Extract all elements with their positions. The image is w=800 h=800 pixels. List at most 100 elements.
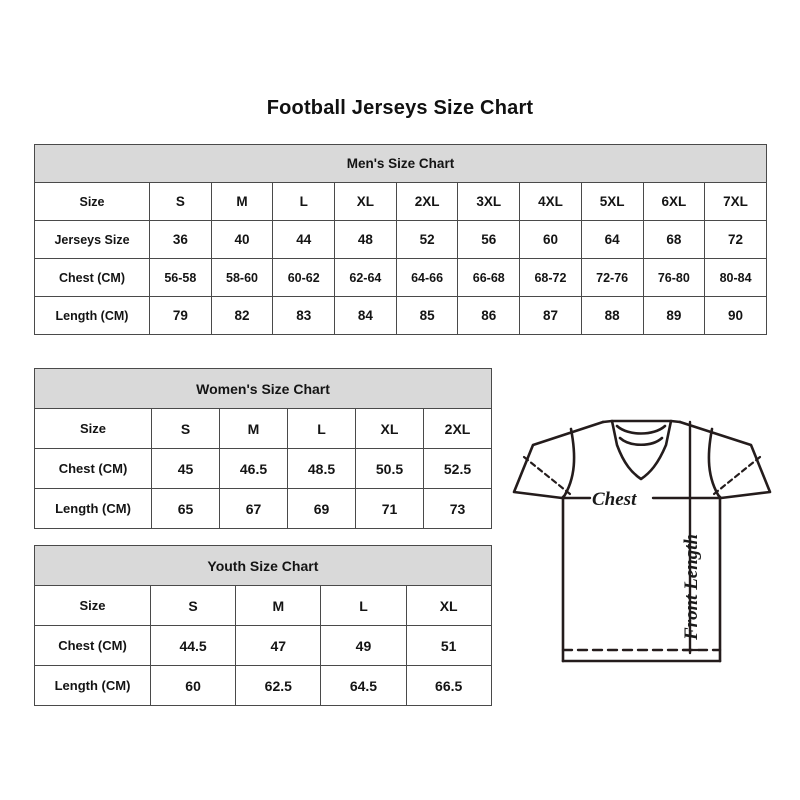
left-armhole bbox=[561, 427, 576, 500]
cell: 79 bbox=[149, 296, 212, 335]
left-cuff-dashed-line bbox=[522, 455, 572, 496]
right-cuff-dashed-line bbox=[712, 455, 762, 496]
column-header-5xl: 5XL bbox=[580, 182, 644, 221]
cell: 46.5 bbox=[219, 448, 288, 489]
cell: 66.5 bbox=[405, 665, 492, 706]
right-shoulder bbox=[669, 419, 682, 424]
cell: 66-68 bbox=[457, 258, 521, 297]
cell: 58-60 bbox=[210, 258, 274, 297]
column-header-xl: XL bbox=[355, 408, 424, 449]
table-row: Jerseys Size 36 40 44 48 52 56 60 64 68 … bbox=[34, 220, 767, 259]
jersey-measurement-diagram: Chest Front Length bbox=[500, 400, 784, 696]
column-header-m: M bbox=[210, 182, 274, 221]
column-header-4xl: 4XL bbox=[519, 182, 582, 221]
cell: 90 bbox=[704, 296, 767, 335]
column-header-s: S bbox=[151, 408, 220, 449]
table-row: Chest (CM) 44.5 47 49 51 bbox=[34, 625, 492, 666]
cell: 48 bbox=[334, 220, 397, 259]
column-header-2xl: 2XL bbox=[395, 182, 459, 221]
column-header-xl: XL bbox=[405, 585, 492, 626]
table-row: Length (CM) 60 62.5 64.5 66.5 bbox=[34, 665, 492, 706]
cell: 40 bbox=[210, 220, 274, 259]
column-header-size: Size bbox=[34, 408, 152, 449]
cell: 36 bbox=[149, 220, 212, 259]
cell: 60 bbox=[149, 665, 237, 706]
cell: 69 bbox=[287, 488, 356, 529]
table-band-row: Youth Size Chart bbox=[34, 545, 492, 586]
mens-size-chart-table: Men's Size Chart Size S M L XL 2XL 3XL 4… bbox=[34, 144, 767, 335]
cell: 71 bbox=[355, 488, 424, 529]
cell: 76-80 bbox=[642, 258, 706, 297]
youth-size-chart-table: Youth Size Chart Size S M L XL Chest (CM… bbox=[34, 545, 492, 706]
table-row: Length (CM) 79 82 83 84 85 86 87 88 89 9… bbox=[34, 296, 767, 335]
womens-size-chart-table: Women's Size Chart Size S M L XL 2XL Che… bbox=[33, 368, 493, 529]
cell: 68-72 bbox=[519, 258, 582, 297]
column-header-3xl: 3XL bbox=[457, 182, 521, 221]
page-title: Football Jerseys Size Chart bbox=[266, 97, 534, 119]
row-header-chest: Chest (CM) bbox=[34, 625, 151, 666]
cell: 48.5 bbox=[287, 448, 356, 489]
cell: 62.5 bbox=[235, 665, 322, 706]
cell: 56-58 bbox=[149, 258, 212, 297]
column-header-l: L bbox=[320, 585, 407, 626]
table-row: Length (CM) 65 67 69 71 73 bbox=[34, 488, 493, 529]
row-header-length: Length (CM) bbox=[34, 665, 151, 706]
cell: 83 bbox=[272, 296, 336, 335]
cell: 72 bbox=[704, 220, 767, 259]
row-header-chest: Chest (CM) bbox=[34, 258, 150, 297]
row-header-length: Length (CM) bbox=[34, 296, 150, 335]
right-armhole bbox=[707, 427, 722, 500]
column-header-xl: XL bbox=[334, 182, 397, 221]
cell: 84 bbox=[334, 296, 397, 335]
table-band-row: Women's Size Chart bbox=[33, 368, 493, 409]
front-length-label: Front Length bbox=[681, 534, 702, 641]
cell: 62-64 bbox=[334, 258, 397, 297]
neck-collar-outer bbox=[610, 419, 673, 481]
cell: 56 bbox=[457, 220, 521, 259]
cell: 86 bbox=[457, 296, 521, 335]
chest-label: Chest bbox=[592, 489, 637, 510]
cell: 67 bbox=[219, 488, 288, 529]
row-header-length: Length (CM) bbox=[34, 488, 152, 529]
cell: 88 bbox=[580, 296, 644, 335]
table-header-row: Size S M L XL 2XL 3XL 4XL 5XL 6XL 7XL bbox=[34, 182, 767, 221]
cell: 64.5 bbox=[320, 665, 407, 706]
cell: 64 bbox=[580, 220, 644, 259]
cell: 44.5 bbox=[149, 625, 237, 666]
left-shoulder bbox=[601, 419, 614, 424]
column-header-s: S bbox=[149, 182, 212, 221]
table-header-row: Size S M L XL 2XL bbox=[34, 408, 493, 449]
cell: 87 bbox=[519, 296, 582, 335]
cell: 51 bbox=[405, 625, 492, 666]
mens-chart-band-label: Men's Size Chart bbox=[34, 144, 767, 183]
cell: 52 bbox=[395, 220, 459, 259]
column-header-7xl: 7XL bbox=[704, 182, 767, 221]
cell: 50.5 bbox=[355, 448, 424, 489]
cell: 80-84 bbox=[704, 258, 767, 297]
column-header-m: M bbox=[235, 585, 322, 626]
table-band-row: Men's Size Chart bbox=[34, 144, 767, 183]
column-header-2xl: 2XL bbox=[422, 408, 493, 449]
column-header-s: S bbox=[149, 585, 237, 626]
cell: 60 bbox=[519, 220, 582, 259]
table-header-row: Size S M L XL bbox=[34, 585, 492, 626]
cell: 47 bbox=[235, 625, 322, 666]
youth-chart-band-label: Youth Size Chart bbox=[34, 545, 492, 586]
cell: 82 bbox=[210, 296, 274, 335]
neck-collar-band-1 bbox=[615, 424, 667, 435]
table-row: Chest (CM) 56-58 58-60 60-62 62-64 64-66… bbox=[34, 258, 767, 297]
cell: 64-66 bbox=[395, 258, 459, 297]
cell: 60-62 bbox=[272, 258, 336, 297]
column-header-6xl: 6XL bbox=[642, 182, 706, 221]
neck-collar-band-2 bbox=[618, 436, 664, 447]
cell: 89 bbox=[642, 296, 706, 335]
cell: 44 bbox=[272, 220, 336, 259]
row-header-jerseys-size: Jerseys Size bbox=[34, 220, 150, 259]
cell: 73 bbox=[422, 488, 493, 529]
table-row: Chest (CM) 45 46.5 48.5 50.5 52.5 bbox=[34, 448, 493, 489]
cell: 52.5 bbox=[422, 448, 493, 489]
cell: 65 bbox=[151, 488, 220, 529]
cell: 68 bbox=[642, 220, 706, 259]
column-header-size: Size bbox=[34, 585, 151, 626]
column-header-l: L bbox=[287, 408, 356, 449]
